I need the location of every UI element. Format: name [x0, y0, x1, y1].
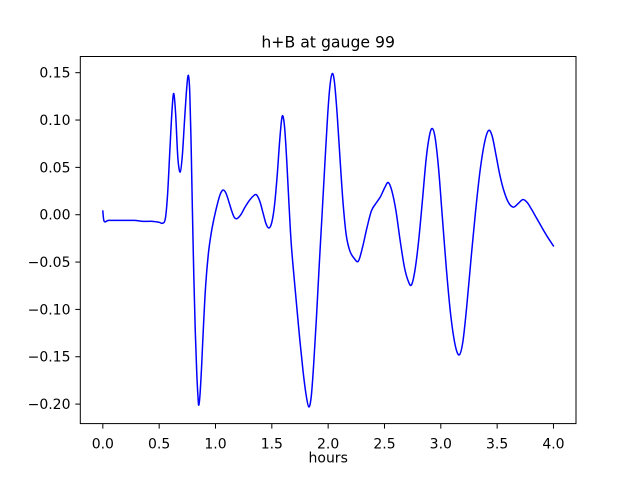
x-tick-label: 2.5	[373, 437, 395, 453]
y-tick-label: −0.10	[28, 302, 71, 318]
x-tick-label: 0.5	[148, 437, 170, 453]
y-tick-label: 0.15	[39, 66, 70, 82]
y-tick-label: −0.05	[28, 255, 71, 271]
x-tick-label: 4.0	[542, 437, 564, 453]
x-tick-label: 3.5	[486, 437, 508, 453]
series-line	[102, 72, 555, 408]
y-tick-label: −0.15	[28, 350, 71, 366]
x-axis: 0.0 0.5 1.0 1.5 2.0 2.5 3.0 3.5 4.0	[92, 423, 565, 453]
y-tick-label: 0.00	[39, 208, 70, 224]
x-tick-label: 0.0	[92, 437, 114, 453]
x-axis-label: hours	[309, 451, 348, 467]
chart-title: h+B at gauge 99	[261, 33, 395, 52]
x-tick-label: 3.0	[430, 437, 452, 453]
x-tick-label: 1.0	[204, 437, 226, 453]
x-tick-label: 2.0	[317, 437, 339, 453]
y-tick-label: 0.05	[39, 160, 70, 176]
y-tick-label: 0.10	[39, 113, 70, 129]
x-tick-label: 1.5	[261, 437, 283, 453]
y-tick-label: −0.20	[28, 397, 71, 413]
y-axis: 0.15 0.10 0.05 0.00 −0.05 −0.10 −0.15 −0.20	[28, 66, 81, 413]
